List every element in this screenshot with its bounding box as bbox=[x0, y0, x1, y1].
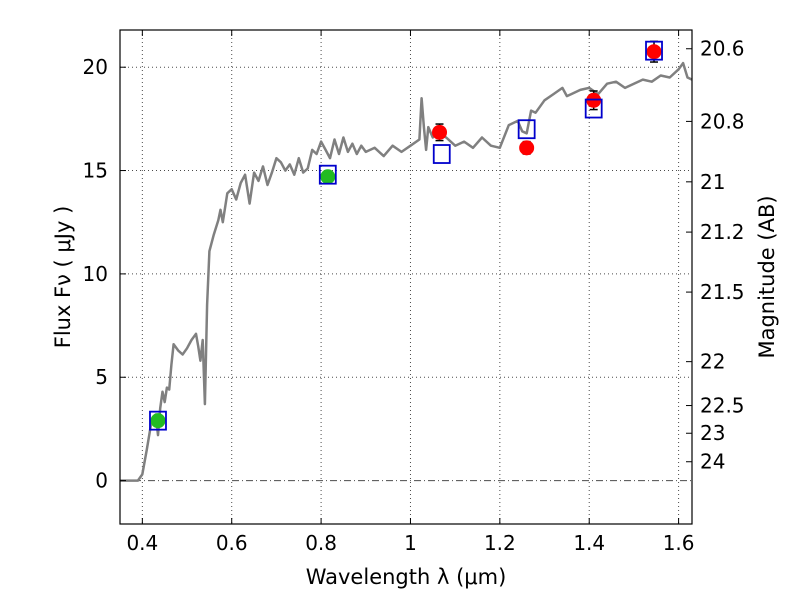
y-tick-label: 0 bbox=[95, 469, 108, 493]
mag-tick-label: 20.8 bbox=[700, 109, 745, 133]
y-tick-label: 5 bbox=[95, 365, 108, 389]
x-tick-label: 0.8 bbox=[305, 531, 337, 555]
y-tick-label: 20 bbox=[83, 55, 108, 79]
mag-tick-label: 20.6 bbox=[700, 37, 745, 61]
x-tick-label: 1 bbox=[404, 531, 417, 555]
x-axis-label: Wavelength λ (μm) bbox=[306, 565, 507, 589]
model-point bbox=[584, 98, 603, 119]
mag-tick-label: 21.2 bbox=[700, 220, 745, 244]
observed-point bbox=[519, 140, 535, 156]
mag-tick-label: 22 bbox=[700, 350, 725, 374]
data-series bbox=[120, 40, 693, 482]
observed-point bbox=[320, 169, 336, 185]
x-tick-label: 1.6 bbox=[663, 531, 695, 555]
template-spectrum-line bbox=[120, 61, 693, 482]
grid bbox=[120, 30, 692, 524]
model-point bbox=[149, 410, 167, 431]
model-point bbox=[318, 164, 337, 185]
right-axis-label: Magnitude (AB) bbox=[755, 195, 779, 358]
mag-tick-label: 23 bbox=[700, 421, 725, 445]
model-point bbox=[517, 119, 536, 140]
y-tick-label: 15 bbox=[83, 159, 108, 183]
plot-frame bbox=[119, 29, 693, 525]
model-point bbox=[645, 40, 663, 61]
mag-tick-label: 21.5 bbox=[700, 280, 745, 304]
y-tick-label: 10 bbox=[83, 262, 108, 286]
x-tick-label: 1.2 bbox=[484, 531, 516, 555]
observed-point bbox=[646, 44, 662, 60]
observed-point bbox=[432, 124, 448, 140]
axis-ticks: 0.4 0.6 0.8 1 1.2 1.4 1.6 0 5 10 15 20 20.6 20.8 21 21.… bbox=[83, 30, 745, 555]
model-point bbox=[432, 144, 451, 164]
observed-point bbox=[150, 413, 166, 429]
mag-tick-label: 21 bbox=[700, 170, 725, 194]
x-tick-label: 0.6 bbox=[216, 531, 248, 555]
x-tick-label: 0.4 bbox=[126, 531, 158, 555]
y-axis-label: Flux Fν ( μJy ) bbox=[51, 206, 75, 349]
x-tick-label: 1.4 bbox=[573, 531, 605, 555]
mag-tick-label: 24 bbox=[700, 450, 725, 474]
mag-tick-label: 22.5 bbox=[700, 394, 745, 418]
